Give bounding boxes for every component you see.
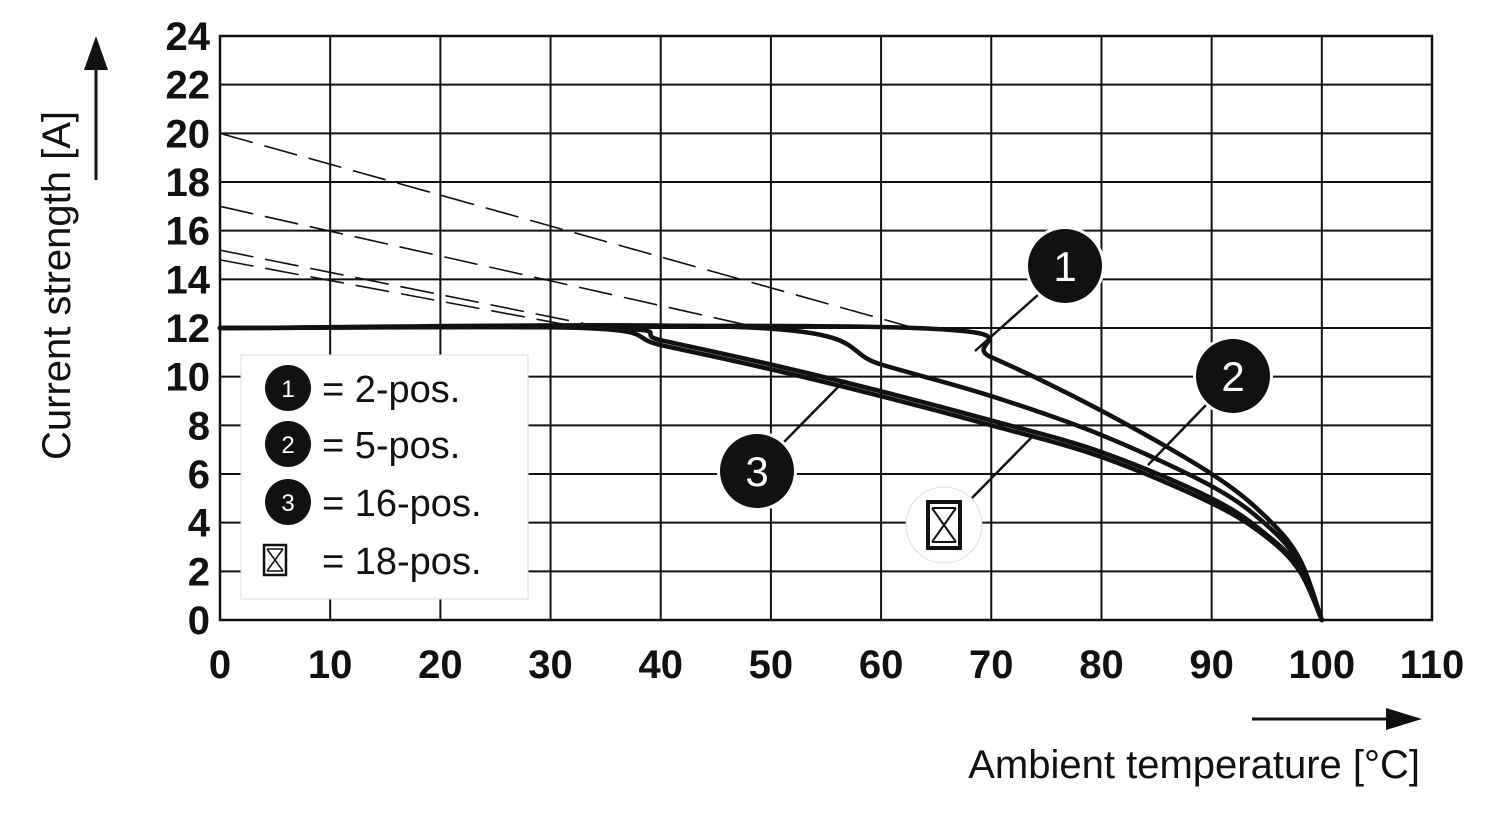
legend-marker bbox=[265, 365, 311, 411]
crossed-box-icon-cross bbox=[931, 507, 957, 543]
x-tick-label: 70 bbox=[969, 643, 1014, 687]
crossed-box-icon bbox=[262, 543, 288, 577]
y-tick-label: 4 bbox=[188, 502, 211, 546]
x-tick-label: 30 bbox=[528, 643, 573, 687]
crossed-box-icon-cross bbox=[266, 548, 284, 572]
y-tick-label: 20 bbox=[166, 112, 211, 156]
crossed-box-icon bbox=[926, 500, 962, 550]
legend-entry-label: = 18-pos. bbox=[322, 541, 482, 583]
y-tick-label: 22 bbox=[166, 64, 211, 108]
y-axis-arrow-head bbox=[84, 36, 108, 70]
derating-reference-lines bbox=[219, 132, 915, 329]
y-tick-label: 10 bbox=[166, 356, 211, 400]
callout-leader-line bbox=[971, 436, 1033, 499]
series-line bbox=[217, 324, 1325, 623]
y-tick-label: 16 bbox=[166, 210, 211, 254]
y-axis-title: Current strength [A] bbox=[35, 36, 108, 460]
legend-entry-label: = 5-pos. bbox=[322, 425, 460, 467]
legend-marker bbox=[265, 421, 311, 467]
x-axis-label: Ambient temperature [°C] bbox=[968, 743, 1420, 787]
x-axis-arrow-head bbox=[1386, 708, 1422, 730]
x-axis-title: Ambient temperature [°C] bbox=[968, 708, 1422, 787]
y-tick-label: 12 bbox=[166, 307, 211, 351]
x-tick-label: 80 bbox=[1079, 643, 1124, 687]
x-tick-label: 60 bbox=[859, 643, 904, 687]
derating-reference-line bbox=[219, 259, 584, 329]
x-tick-label: 20 bbox=[418, 643, 463, 687]
callout-leader-line bbox=[782, 379, 846, 444]
legend-marker-number: 2 bbox=[281, 432, 294, 459]
legend-entry-label: = 16-pos. bbox=[322, 483, 482, 525]
callout-number: 3 bbox=[745, 448, 768, 495]
derating-reference-line bbox=[219, 249, 606, 329]
x-tick-label: 100 bbox=[1288, 643, 1355, 687]
callout-leader-line bbox=[1147, 403, 1208, 466]
x-tick-labels: 0 10 20 30 40 50 60 70 80 90 100 110 bbox=[209, 643, 1464, 687]
callout-leader-line bbox=[974, 293, 1040, 352]
x-tick-label: 40 bbox=[638, 643, 683, 687]
callout-badge bbox=[720, 434, 794, 508]
y-tick-label: 0 bbox=[188, 599, 210, 643]
x-tick-label: 90 bbox=[1189, 643, 1234, 687]
x-tick-label: 50 bbox=[749, 643, 794, 687]
y-tick-label: 18 bbox=[166, 161, 211, 205]
y-tick-label: 2 bbox=[188, 550, 210, 594]
derating-reference-line bbox=[219, 205, 761, 329]
derating-reference-line bbox=[219, 132, 915, 329]
legend-marker-number: 1 bbox=[281, 376, 294, 403]
x-tick-label: 10 bbox=[308, 643, 353, 687]
y-tick-label: 14 bbox=[166, 258, 211, 302]
y-tick-label: 8 bbox=[188, 404, 210, 448]
callout-number: 2 bbox=[1221, 353, 1244, 400]
y-axis-label: Current strength [A] bbox=[35, 111, 79, 460]
x-tick-label: 0 bbox=[209, 643, 231, 687]
legend-marker bbox=[265, 479, 311, 525]
x-tick-label: 110 bbox=[1400, 643, 1465, 687]
legend: 1 = 2-pos. 2 = 5-pos. 3 = 16-pos. = 18-pos. bbox=[240, 354, 529, 600]
callout-number: 1 bbox=[1053, 243, 1076, 290]
legend-marker-number: 3 bbox=[281, 490, 294, 517]
series-curves bbox=[217, 323, 1325, 623]
series-line bbox=[217, 323, 1325, 623]
series-callouts: 1 2 3 bbox=[717, 226, 1273, 564]
legend-entry-label: = 2-pos. bbox=[322, 369, 460, 411]
callout-badge bbox=[1028, 229, 1102, 303]
callout-badge bbox=[1196, 339, 1270, 413]
y-tick-label: 6 bbox=[188, 453, 210, 497]
y-tick-label: 24 bbox=[166, 15, 211, 59]
